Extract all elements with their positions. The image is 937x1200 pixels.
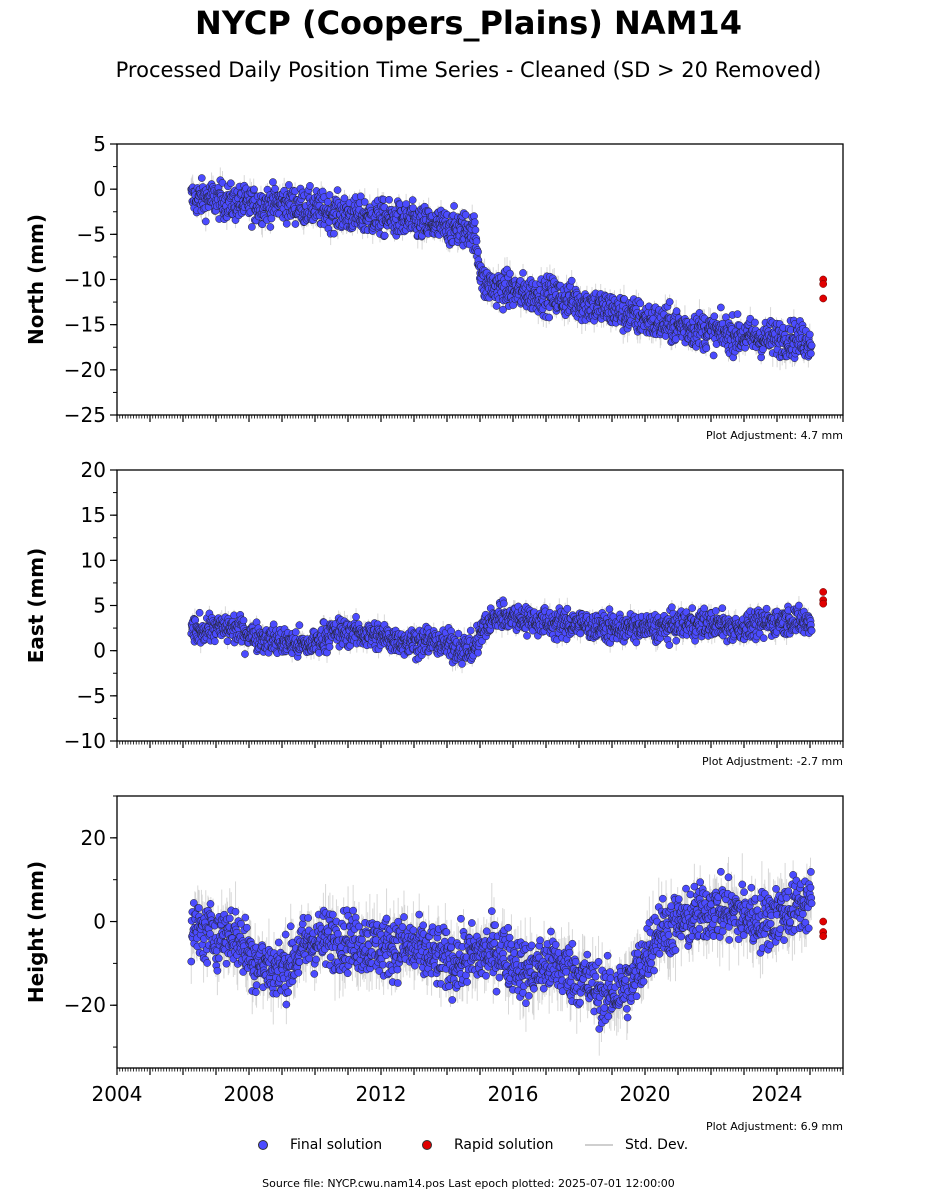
final-solution-point [333, 186, 342, 194]
final-solution-point [282, 219, 291, 228]
final-solution-point [360, 198, 369, 206]
final-solution-point [632, 638, 641, 647]
final-solution-point [269, 178, 277, 186]
final-solution-point [474, 648, 482, 657]
final-solution-point [201, 217, 210, 226]
final-solution-point [402, 200, 410, 208]
y-tick-label: −15 [64, 313, 106, 337]
final-solution-point [519, 269, 527, 277]
final-solution-point [506, 269, 514, 278]
final-solution-point [805, 330, 814, 339]
y-tick-label: −10 [64, 268, 106, 292]
plot-adjustment-note: Plot Adjustment: 4.7 mm [706, 429, 843, 442]
final-solution-point [492, 302, 501, 310]
y-tick-label: −5 [77, 222, 106, 246]
panel-0: 5 0 −5 −10 −15 −20 −25 North (mm) Plot Adjustmen… [24, 132, 844, 442]
final-solution-points [187, 174, 816, 363]
final-solution-point [330, 229, 338, 238]
final-solution-point [458, 660, 466, 668]
final-solution-point [672, 307, 681, 316]
final-solution-point [807, 341, 816, 350]
final-solution-point [545, 313, 554, 322]
final-solution-point [454, 629, 463, 638]
final-solution-point [668, 603, 676, 612]
y-tick-label: 0 [93, 177, 106, 201]
rapid-solution-point [819, 280, 828, 288]
final-solution-point [380, 231, 389, 240]
y-axis-label: North (mm) [24, 214, 48, 345]
final-solution-point [291, 628, 300, 636]
final-solution-point [267, 214, 276, 223]
final-solution-point [223, 637, 232, 646]
final-solution-point [466, 626, 475, 635]
final-solution-point [471, 226, 480, 234]
final-solution-point [807, 349, 815, 358]
final-solution-point [352, 613, 360, 621]
rapid-solution-point [819, 294, 828, 303]
final-solution-point [702, 344, 711, 353]
final-solution-point [285, 181, 293, 189]
final-solution-point [461, 210, 470, 219]
final-solution-point [408, 196, 417, 204]
final-solution-point [226, 179, 235, 188]
final-solution-point [325, 643, 334, 651]
final-solution-point [266, 223, 275, 231]
final-solution-point [210, 637, 219, 646]
plot-area [187, 167, 828, 371]
final-solution-point [718, 604, 727, 613]
final-solution-point [295, 621, 304, 630]
final-solution-point [665, 298, 674, 306]
final-solution-point [717, 303, 725, 312]
y-tick-label: −25 [64, 403, 106, 427]
final-solution-point [567, 276, 576, 285]
final-solution-point [499, 599, 508, 608]
final-solution-point [340, 194, 349, 203]
final-solution-point [636, 299, 645, 308]
final-solution-point [700, 604, 709, 613]
final-solution-point [195, 608, 204, 617]
final-solution-point [248, 223, 256, 231]
y-tick-label: −20 [64, 358, 106, 382]
final-solution-point [576, 629, 585, 638]
final-solution-point [665, 641, 674, 649]
final-solution-point [197, 174, 206, 182]
final-solution-point [323, 198, 332, 206]
chart-title: NYCP (Coopers_Plains) NAM14 [195, 4, 742, 42]
final-solution-point [325, 191, 334, 199]
plot-area [187, 588, 828, 674]
final-solution-point [563, 604, 572, 613]
final-solution-point [523, 631, 531, 640]
final-solution-point [218, 179, 227, 187]
final-solution-point [239, 616, 248, 625]
final-solution-point [710, 312, 719, 321]
final-solution-point [709, 351, 718, 360]
final-solution-point [472, 237, 481, 246]
final-solution-point [241, 650, 249, 658]
y-tick-label: 5 [93, 132, 106, 156]
final-solution-points [187, 596, 816, 668]
final-solution-point [751, 318, 759, 327]
final-solution-point [733, 310, 742, 318]
final-solution-point [450, 202, 458, 210]
final-solution-point [474, 248, 482, 256]
final-solution-point [688, 604, 697, 612]
final-solution-point [306, 182, 314, 190]
final-solution-point [250, 185, 258, 194]
final-solution-point [499, 305, 507, 314]
final-solution-point [385, 195, 393, 204]
final-solution-point [711, 607, 720, 615]
final-solution-point [470, 218, 479, 227]
final-solution-point [672, 636, 681, 645]
final-solution-point [356, 192, 365, 201]
final-solution-point [271, 184, 279, 193]
chart-subtitle: Processed Daily Position Time Series - C… [115, 58, 822, 82]
final-solution-point [291, 220, 300, 228]
final-solution-point [672, 335, 680, 343]
